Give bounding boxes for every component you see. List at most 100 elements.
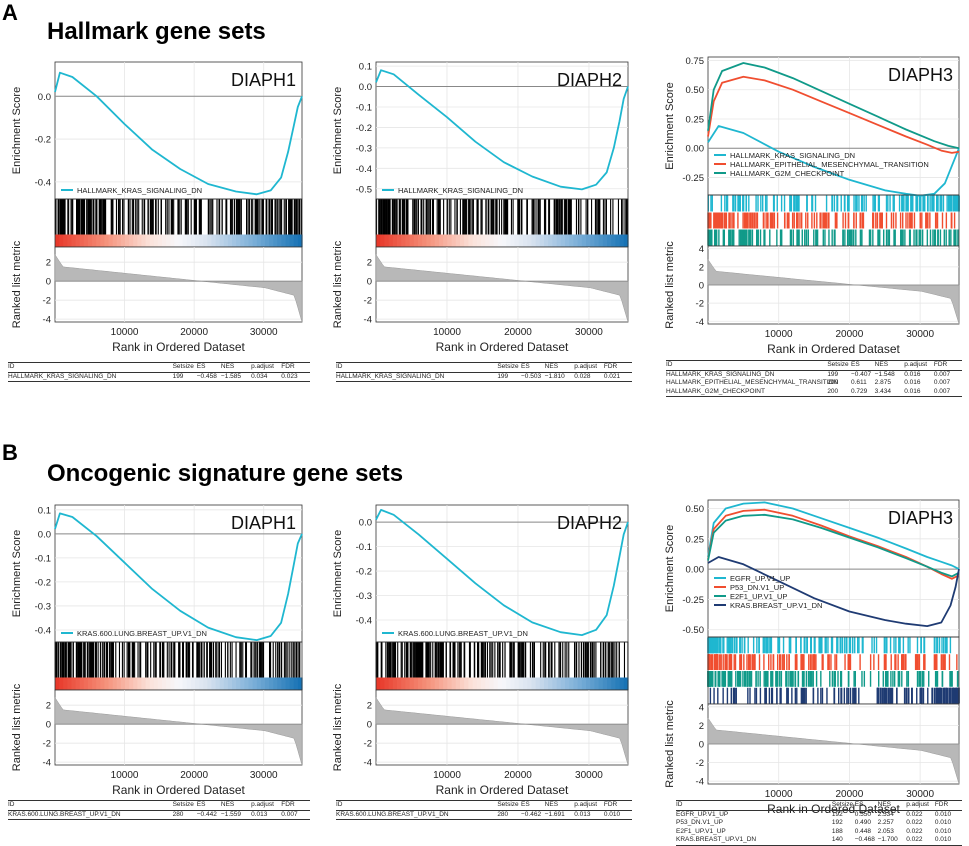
metric-y-tick-label: -4: [364, 315, 372, 326]
es-curve-1: [707, 501, 960, 570]
table-header-cell: Setsize: [497, 801, 519, 808]
summary-table: ID Setsize ES NES p.adjust FDR KRAS.600.LUNG.B…: [8, 800, 310, 820]
heat-cell: [594, 677, 600, 690]
heat-cell: [232, 234, 237, 247]
heat-cell: [162, 677, 167, 690]
hit-ticks-group: [54, 642, 301, 678]
heat-cell: [223, 234, 229, 247]
heat-cell: [531, 234, 537, 247]
heat-cell: [518, 234, 524, 247]
table-header-cell: FDR: [933, 361, 948, 368]
es-y-tick-label: -0.2: [35, 577, 51, 588]
panel-letter-b: B: [2, 440, 18, 465]
table-header-cell: p.adjust: [251, 363, 274, 370]
heat-cell: [544, 677, 549, 690]
heat-cell: [96, 677, 101, 690]
x-tick-label: 20000: [504, 327, 532, 338]
x-tick-label: 20000: [180, 327, 208, 338]
metric-y-tick-label: -4: [696, 777, 704, 788]
x-tick-label: 20000: [180, 770, 208, 781]
heat-cell: [413, 677, 419, 690]
heat-cell: [199, 677, 204, 690]
heat-cell: [539, 234, 545, 247]
heat-cell: [269, 677, 274, 690]
heat-cell: [297, 234, 303, 247]
es-y-tick-label: -0.2: [35, 135, 51, 146]
heat-cell: [552, 234, 558, 247]
x-tick-label: 30000: [575, 327, 603, 338]
heat-cell: [531, 677, 537, 690]
heat-cell: [79, 677, 85, 690]
table-cell: 0.611: [851, 379, 867, 386]
x-tick-label: 30000: [250, 770, 278, 781]
table-cell: 0.022: [906, 836, 923, 843]
es-curve-3: [707, 62, 960, 150]
table-cell: −0.458: [196, 372, 217, 380]
metric-y-tick-label: 0: [46, 277, 51, 288]
heat-cell: [527, 234, 532, 247]
heat-cell: [573, 234, 579, 247]
heat-cell: [63, 234, 68, 247]
table-cell: 0.007: [281, 810, 298, 818]
heat-cell: [607, 677, 612, 690]
heat-cell: [116, 234, 122, 247]
table-cell: KRAS.600.LUNG.BREAST_UP.V1_DN: [8, 810, 121, 818]
heat-cell: [384, 234, 390, 247]
heat-cell: [489, 677, 495, 690]
heat-cell: [182, 234, 188, 247]
metric-y-tick-label: 4: [699, 702, 704, 713]
heat-cell: [264, 234, 270, 247]
rank-heat-strip: [55, 677, 303, 690]
heat-cell: [497, 677, 503, 690]
gene-label: DIAPH3: [888, 65, 953, 85]
es-panel-frame: [54, 504, 303, 643]
table-header-row: ID Setsize ES NES p.adjust FDR: [8, 362, 310, 373]
table-cell: 0.023: [281, 372, 298, 380]
heat-cell: [124, 234, 130, 247]
table-cell: 0.010: [603, 810, 621, 818]
table-cell: −0.442: [196, 810, 217, 818]
heat-cell: [594, 234, 600, 247]
metric-y-tick-label: -4: [43, 758, 51, 769]
ranked-metric-area: [707, 717, 960, 785]
table-bottom-rule: [336, 381, 632, 382]
es-y-tick-label: -0.1: [356, 102, 372, 113]
table-header-cell: NES: [220, 801, 235, 808]
heat-cell: [219, 677, 225, 690]
x-tick-label: 10000: [433, 327, 461, 338]
x-axis-label: Rank in Ordered Dataset: [767, 802, 900, 816]
heat-cell: [623, 677, 629, 690]
table-cell: −1.585: [220, 372, 241, 380]
table-cell: 0.448: [854, 827, 872, 835]
es-curve-1: [375, 69, 629, 191]
ranked-metric-area: [54, 253, 303, 323]
table-cell: 188: [831, 827, 843, 835]
table-cell: HALLMARK_KRAS_SIGNALING_DN: [666, 370, 775, 378]
x-tick-label: 10000: [433, 770, 461, 781]
ranked-metric-area: [707, 258, 960, 325]
heat-cell: [104, 234, 110, 247]
table-cell: 0.016: [904, 370, 921, 378]
heat-cell: [401, 234, 406, 247]
heat-cell: [439, 234, 444, 247]
x-tick-label: 30000: [906, 789, 934, 800]
heat-cell: [124, 677, 130, 690]
es-curve-1: [375, 508, 629, 636]
table-header-cell: NES: [544, 801, 559, 808]
table-header-cell: p.adjust: [574, 801, 598, 808]
heat-cell: [223, 677, 229, 690]
es-y-tick-label: -0.2: [356, 123, 372, 134]
metric-y-tick-label: 0: [699, 281, 704, 292]
table-header-cell: ID: [8, 363, 15, 370]
heat-cell: [481, 677, 486, 690]
heat-cell: [215, 677, 221, 690]
table-cell: −0.468: [854, 836, 875, 843]
heat-cell: [388, 234, 394, 247]
metric-y-tick-label: 2: [699, 721, 704, 732]
heat-cell: [83, 234, 89, 247]
table-row: P53_DN.V1_UP 192 0.490 2.257 0.022 0.010: [676, 819, 962, 828]
heat-cell: [405, 234, 411, 247]
es-y-tick-label: -0.2: [356, 567, 372, 578]
